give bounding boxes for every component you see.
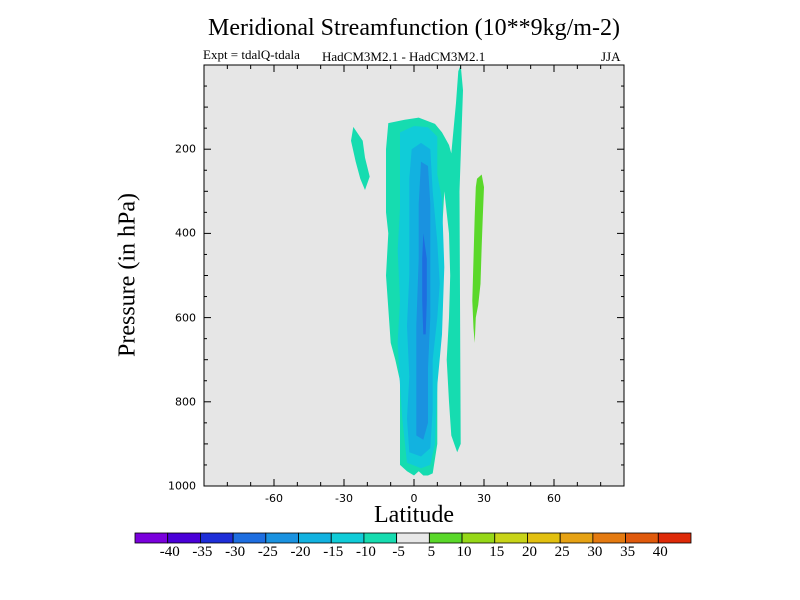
colorbar-label: -10 [355, 544, 376, 560]
y-axis-label: Pressure (in hPa) [114, 193, 141, 357]
colorbar-box-13 [527, 532, 561, 544]
colorbar-label: 15 [489, 544, 505, 560]
colorbar-box-7 [330, 532, 365, 544]
colorbar-label: -5 [392, 544, 405, 560]
colorbar-label: -15 [323, 544, 344, 560]
contour-region-7 [472, 174, 484, 343]
colorbar-box-15 [592, 532, 626, 544]
colorbar-box-6 [298, 532, 332, 544]
colorbar-label: 40 [652, 544, 668, 560]
colorbar-label: 10 [456, 544, 472, 560]
colorbar-box-1 [134, 532, 169, 544]
colorbar-box-17 [657, 532, 692, 544]
colorbar-box-5 [265, 532, 299, 544]
chart-title: Meridional Streamfunction (10**9kg/m-2) [208, 15, 620, 41]
colorbar-label: -25 [257, 544, 278, 560]
colorbar-label: 30 [587, 544, 603, 560]
colorbar-box-16 [625, 532, 659, 544]
x-tick-label: 0 [410, 492, 418, 505]
contour-region-6 [422, 233, 427, 335]
colorbar-label: 25 [554, 544, 570, 560]
colorbar-label: -30 [225, 544, 246, 560]
x-axis-label: Latitude [374, 502, 454, 528]
models-label: HadCM3M2.1 - HadCM3M2.1 [322, 49, 486, 64]
colorbar-label: 35 [620, 544, 636, 560]
x-tick-label: -60 [265, 492, 283, 505]
x-tick-label: 30 [477, 492, 491, 505]
colorbar-label: -40 [159, 544, 180, 560]
colorbar-box-10 [428, 532, 463, 544]
x-tick-label: -30 [335, 492, 353, 505]
contour-region-1 [351, 126, 370, 190]
colorbar-label: 20 [521, 544, 537, 560]
colorbar-box-4 [232, 532, 267, 544]
y-tick-label: 1000 [168, 479, 196, 493]
experiment-label: Expt = tdalQ-tdala [203, 47, 300, 62]
colorbar-box-12 [494, 532, 528, 544]
colorbar-box-9 [396, 532, 430, 544]
colorbar-label: -35 [192, 544, 213, 560]
colorbar-label: -20 [290, 544, 311, 560]
colorbar-box-11 [461, 532, 496, 544]
y-tick-label: 600 [175, 311, 196, 325]
colorbar-box-3 [200, 532, 234, 544]
y-tick-label: 800 [175, 395, 196, 409]
y-tick-label: 400 [175, 226, 196, 240]
colorbar-box-8 [363, 532, 398, 544]
x-tick-label: 60 [547, 492, 561, 505]
y-tick-label: 200 [175, 142, 196, 156]
colorbar-box-14 [559, 532, 594, 544]
colorbar-box-2 [167, 532, 201, 544]
colorbar-label: 5 [427, 544, 436, 560]
season-label: JJA [601, 49, 621, 64]
